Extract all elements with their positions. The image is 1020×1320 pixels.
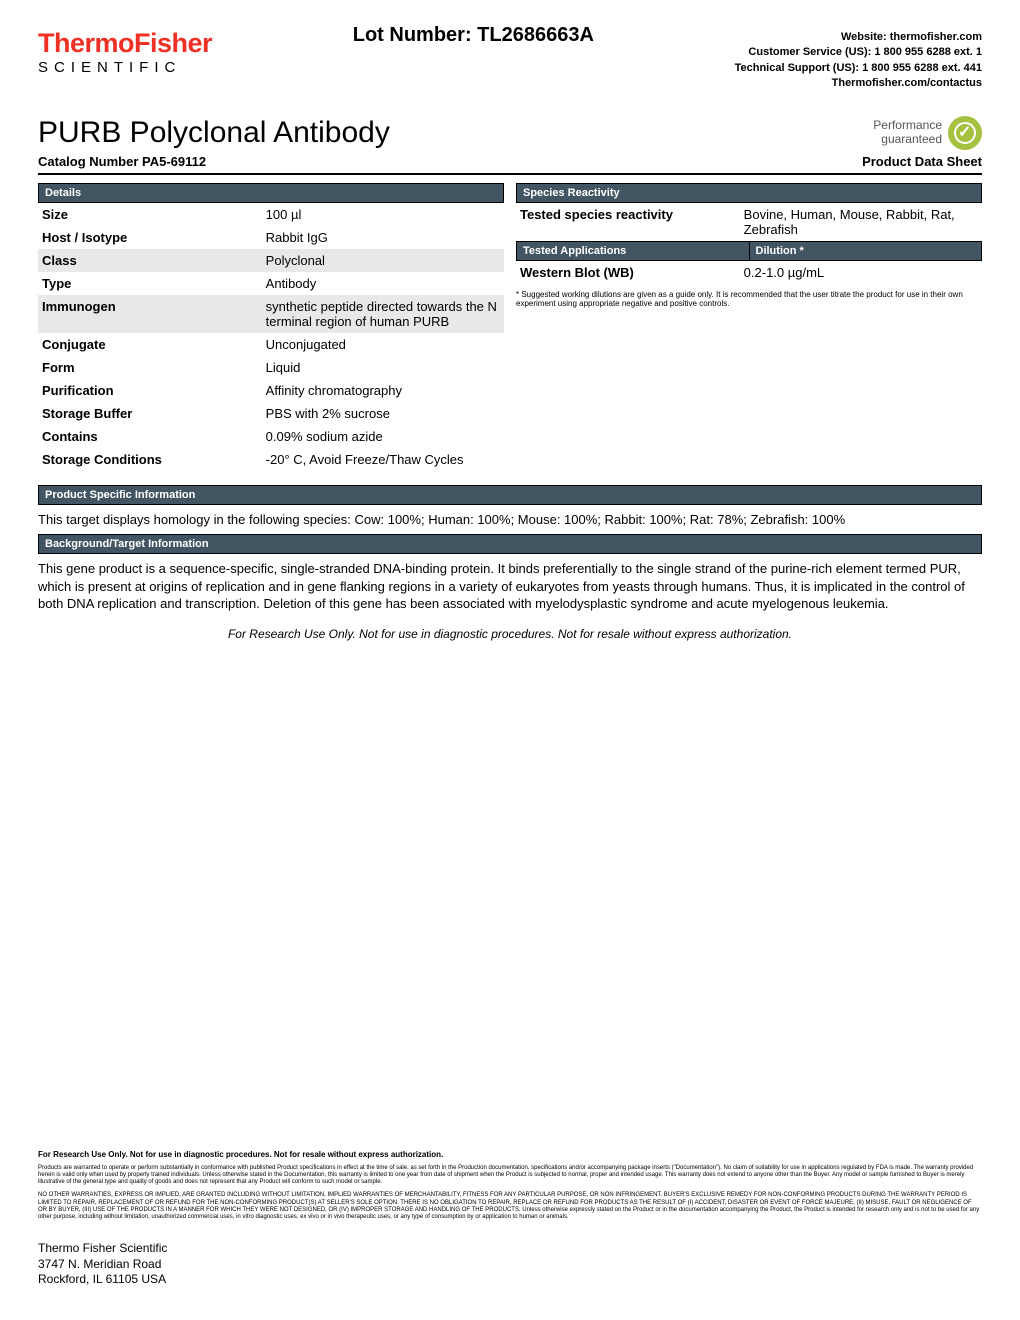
main-content: Details Size100 µl Host / IsotypeRabbit … — [38, 183, 982, 471]
logo-main-text: ThermoFisher — [38, 30, 212, 57]
right-column: Species Reactivity Tested species reacti… — [516, 183, 982, 471]
species-label: Tested species reactivity — [516, 203, 740, 241]
page-footer: For Research Use Only. Not for use in di… — [38, 1150, 982, 1288]
table-row: FormLiquid — [38, 356, 504, 379]
detail-value: 100 µl — [262, 203, 504, 226]
product-data-sheet-label: Product Data Sheet — [862, 154, 982, 169]
detail-label: Immunogen — [38, 295, 262, 333]
details-header: Details — [38, 183, 504, 203]
table-row: PurificationAffinity chromatography — [38, 379, 504, 402]
guarantee-line2: guaranteed — [873, 133, 942, 146]
subtitle-row: Catalog Number PA5-69112 Product Data Sh… — [38, 154, 982, 175]
background-text: This gene product is a sequence-specific… — [38, 560, 982, 613]
detail-label: Conjugate — [38, 333, 262, 356]
application-label: Western Blot (WB) — [516, 261, 740, 284]
psi-section: Product Specific Information This target… — [38, 485, 982, 529]
species-table: Tested species reactivity Bovine, Human,… — [516, 203, 982, 241]
application-value: 0.2-1.0 µg/mL — [740, 261, 982, 284]
detail-label: Host / Isotype — [38, 226, 262, 249]
table-row: Contains0.09% sodium azide — [38, 425, 504, 448]
table-row: Storage BufferPBS with 2% sucrose — [38, 402, 504, 425]
tested-applications-header: Tested Applications — [516, 241, 750, 261]
footer-research-use: For Research Use Only. Not for use in di… — [38, 1150, 982, 1159]
detail-value: 0.09% sodium azide — [262, 425, 504, 448]
table-row: Host / IsotypeRabbit IgG — [38, 226, 504, 249]
table-row: ConjugateUnconjugated — [38, 333, 504, 356]
detail-value: Affinity chromatography — [262, 379, 504, 402]
table-row: ClassPolyclonal — [38, 249, 504, 272]
logo-sub-text: SCIENTIFIC — [38, 59, 212, 76]
psi-header: Product Specific Information — [38, 485, 982, 505]
contact-info: Website: thermofisher.com Customer Servi… — [735, 30, 982, 92]
page-header: ThermoFisher SCIENTIFIC Lot Number: TL26… — [38, 30, 982, 92]
contact-website: Website: thermofisher.com — [735, 30, 982, 45]
address-line-1: Thermo Fisher Scientific — [38, 1241, 982, 1257]
detail-label: Form — [38, 356, 262, 379]
performance-guarantee-badge: Performance guaranteed — [873, 116, 982, 150]
table-row: Size100 µl — [38, 203, 504, 226]
detail-label: Size — [38, 203, 262, 226]
details-column: Details Size100 µl Host / IsotypeRabbit … — [38, 183, 504, 471]
detail-value: Unconjugated — [262, 333, 504, 356]
detail-value: Rabbit IgG — [262, 226, 504, 249]
detail-value: synthetic peptide directed towards the N… — [262, 295, 504, 333]
detail-label: Class — [38, 249, 262, 272]
applications-table: Western Blot (WB) 0.2-1.0 µg/mL — [516, 261, 982, 284]
species-value: Bovine, Human, Mouse, Rabbit, Rat, Zebra… — [740, 203, 982, 241]
footer-warranty-2: NO OTHER WARRANTIES, EXPRESS OR IMPLIED,… — [38, 1192, 982, 1221]
address-line-3: Rockford, IL 61105 USA — [38, 1272, 982, 1288]
table-row: Storage Conditions-20° C, Avoid Freeze/T… — [38, 448, 504, 471]
applications-header-row: Tested Applications Dilution * — [516, 241, 982, 261]
background-section: Background/Target Information This gene … — [38, 534, 982, 613]
detail-label: Contains — [38, 425, 262, 448]
table-row: Tested species reactivity Bovine, Human,… — [516, 203, 982, 241]
checkmark-icon — [948, 116, 982, 150]
detail-value: -20° C, Avoid Freeze/Thaw Cycles — [262, 448, 504, 471]
table-row: Western Blot (WB) 0.2-1.0 µg/mL — [516, 261, 982, 284]
table-row: TypeAntibody — [38, 272, 504, 295]
contact-cs: Customer Service (US): 1 800 955 6288 ex… — [735, 45, 982, 60]
product-title: PURB Polyclonal Antibody — [38, 116, 390, 150]
dilution-header: Dilution * — [750, 241, 983, 261]
detail-value: Polyclonal — [262, 249, 504, 272]
lot-number: Lot Number: TL2686663A — [212, 24, 735, 47]
detail-value: Liquid — [262, 356, 504, 379]
catalog-number: Catalog Number PA5-69112 — [38, 154, 206, 169]
contact-tech: Technical Support (US): 1 800 955 6288 e… — [735, 61, 982, 76]
brand-logo: ThermoFisher SCIENTIFIC — [38, 30, 212, 76]
company-address: Thermo Fisher Scientific 3747 N. Meridia… — [38, 1241, 982, 1288]
title-row: PURB Polyclonal Antibody Performance gua… — [38, 116, 982, 150]
detail-value: PBS with 2% sucrose — [262, 402, 504, 425]
guarantee-text: Performance guaranteed — [873, 119, 942, 145]
details-table: Size100 µl Host / IsotypeRabbit IgG Clas… — [38, 203, 504, 471]
research-use-statement: For Research Use Only. Not for use in di… — [38, 627, 982, 641]
detail-label: Type — [38, 272, 262, 295]
detail-value: Antibody — [262, 272, 504, 295]
contact-url: Thermofisher.com/contactus — [735, 76, 982, 91]
psi-text: This target displays homology in the fol… — [38, 511, 982, 529]
footer-warranty-1: Products are warranted to operate or per… — [38, 1165, 982, 1187]
table-row: Immunogensynthetic peptide directed towa… — [38, 295, 504, 333]
detail-label: Purification — [38, 379, 262, 402]
guarantee-line1: Performance — [873, 119, 942, 132]
background-header: Background/Target Information — [38, 534, 982, 554]
dilution-footnote: * Suggested working dilutions are given … — [516, 290, 982, 309]
detail-label: Storage Buffer — [38, 402, 262, 425]
address-line-2: 3747 N. Meridian Road — [38, 1257, 982, 1273]
species-header: Species Reactivity — [516, 183, 982, 203]
detail-label: Storage Conditions — [38, 448, 262, 471]
